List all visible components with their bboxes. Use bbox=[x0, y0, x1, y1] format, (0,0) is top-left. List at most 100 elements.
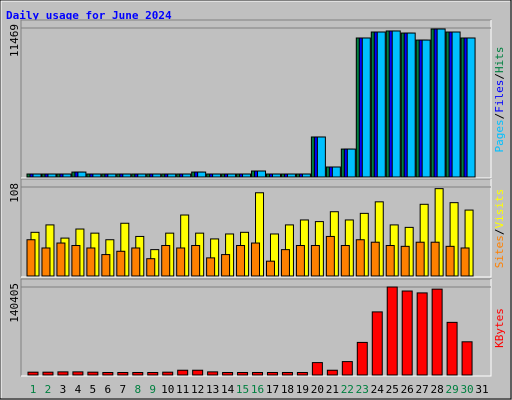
bar bbox=[346, 148, 356, 178]
bar bbox=[376, 31, 386, 178]
x-tick-label: 14 bbox=[221, 383, 235, 396]
bar bbox=[460, 247, 470, 277]
bar bbox=[177, 369, 189, 376]
bar bbox=[430, 241, 440, 277]
bar bbox=[206, 257, 216, 277]
bar bbox=[316, 136, 326, 178]
bar bbox=[340, 245, 350, 277]
legend: KBytes bbox=[493, 308, 506, 348]
bar bbox=[207, 371, 219, 376]
bar bbox=[57, 371, 69, 376]
bar bbox=[71, 245, 81, 277]
bar bbox=[280, 249, 290, 277]
bar bbox=[191, 245, 201, 277]
bar bbox=[331, 166, 341, 178]
x-tick-label: 11 bbox=[176, 383, 189, 396]
bar bbox=[137, 173, 147, 178]
bar bbox=[371, 311, 383, 376]
bar bbox=[296, 371, 308, 376]
bar bbox=[326, 369, 338, 376]
bar bbox=[41, 247, 51, 277]
bar bbox=[415, 241, 425, 277]
bar bbox=[385, 245, 395, 277]
bar bbox=[446, 321, 458, 376]
plot-bevel bbox=[21, 179, 492, 278]
bar bbox=[26, 239, 36, 277]
x-tick-label: 5 bbox=[90, 383, 97, 396]
bar bbox=[62, 173, 72, 178]
x-tick-label: 28 bbox=[431, 383, 444, 396]
bar bbox=[361, 37, 371, 178]
bar bbox=[236, 245, 246, 277]
bar bbox=[386, 286, 398, 376]
bar bbox=[265, 260, 275, 277]
bar bbox=[56, 242, 66, 277]
bar bbox=[176, 247, 186, 277]
bar bbox=[72, 371, 84, 376]
bar bbox=[167, 173, 177, 178]
bar bbox=[271, 173, 281, 178]
x-tick-label: 1 bbox=[30, 383, 37, 396]
x-tick-label: 30 bbox=[460, 383, 473, 396]
bar bbox=[445, 245, 455, 277]
x-tick-label: 29 bbox=[445, 383, 458, 396]
bar bbox=[466, 37, 476, 178]
x-tick-label: 8 bbox=[134, 383, 141, 396]
x-tick-label: 4 bbox=[75, 383, 82, 396]
bar bbox=[192, 369, 204, 376]
bar bbox=[77, 171, 87, 178]
bar bbox=[421, 39, 431, 178]
bar bbox=[32, 173, 42, 178]
bar bbox=[162, 371, 174, 376]
bar bbox=[27, 371, 39, 376]
bar bbox=[117, 371, 129, 376]
bar bbox=[301, 173, 311, 178]
y-tick-label: 108 bbox=[8, 183, 21, 203]
x-tick-label: 26 bbox=[401, 383, 414, 396]
bar bbox=[132, 371, 144, 376]
x-tick-label: 31 bbox=[475, 383, 488, 396]
bar bbox=[356, 341, 368, 376]
bar bbox=[87, 371, 99, 376]
legend: Pages/Files/Hits bbox=[493, 47, 506, 153]
bar bbox=[221, 254, 231, 277]
bar bbox=[311, 362, 323, 376]
bar bbox=[222, 371, 234, 376]
x-tick-label: 17 bbox=[266, 383, 279, 396]
bar bbox=[286, 173, 296, 178]
bar bbox=[451, 31, 461, 178]
x-tick-label: 24 bbox=[371, 383, 385, 396]
bar bbox=[101, 254, 111, 277]
legend-separator: / bbox=[493, 73, 506, 80]
bar bbox=[116, 250, 126, 277]
bar bbox=[86, 247, 96, 277]
bar bbox=[355, 239, 365, 277]
bar bbox=[436, 28, 446, 178]
bar bbox=[431, 288, 443, 376]
legend-separator: / bbox=[493, 113, 506, 120]
bar bbox=[147, 371, 159, 376]
bar bbox=[122, 173, 132, 178]
bar bbox=[341, 361, 353, 376]
x-tick-label: 3 bbox=[60, 383, 67, 396]
plot-bevel bbox=[21, 279, 492, 377]
bar bbox=[197, 171, 207, 178]
bar bbox=[47, 173, 57, 178]
bar bbox=[295, 245, 305, 277]
bar bbox=[400, 245, 410, 277]
y-tick-label: 11469 bbox=[8, 24, 21, 57]
bar bbox=[131, 247, 141, 277]
x-tick-label: 13 bbox=[206, 383, 219, 396]
bar bbox=[107, 173, 117, 178]
x-tick-label: 12 bbox=[191, 383, 204, 396]
bar bbox=[161, 245, 171, 277]
x-tick-label: 23 bbox=[356, 383, 369, 396]
bar bbox=[406, 32, 416, 178]
bar bbox=[281, 371, 293, 376]
bar bbox=[401, 290, 413, 376]
legend-entry: Files bbox=[493, 80, 506, 113]
x-tick-label: 25 bbox=[386, 383, 399, 396]
